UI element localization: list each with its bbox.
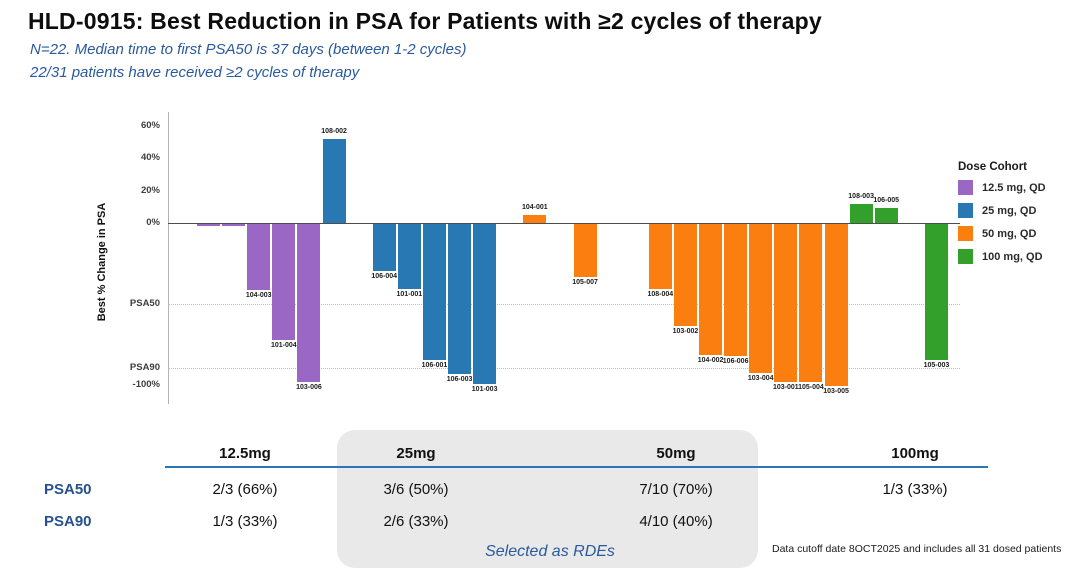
rde-note: Selected as RDEs: [485, 543, 615, 560]
patient-bar-106-001: [422, 224, 446, 360]
patient-bar-105-004: [799, 224, 823, 383]
y-tick-label: -100%: [132, 378, 160, 390]
table-col-header-12-5mg: 12.5mg: [219, 445, 271, 462]
subtitle-line-1: N=22. Median time to first PSA50 is 37 d…: [30, 41, 467, 58]
patient-bar-label: 105-003: [923, 361, 950, 369]
legend-title: Dose Cohort: [958, 161, 1027, 173]
patient-bar-101-004: [272, 224, 296, 341]
patient-bar-unlabeled: [197, 224, 221, 226]
patient-bar-104-003: [247, 224, 271, 291]
zero-baseline: [168, 223, 960, 224]
footnote: Data cutoff date 8OCT2025 and includes a…: [772, 543, 1062, 555]
patient-bar-label: 103-002: [672, 327, 699, 335]
page-title: HLD-0915: Best Reduction in PSA for Pati…: [28, 8, 822, 34]
plot-area: 60% 40% 20% 0% PSA50 PSA90 -100% 104-003 101-004…: [130, 112, 960, 404]
patient-bar-106-003: [448, 224, 472, 375]
patient-bar-label: 103-004: [747, 374, 774, 382]
legend: Dose Cohort 12.5 mg, QD 25 mg, QD 50 mg,…: [958, 161, 1078, 272]
table-cell-psa90-25mg: 2/6 (33%): [383, 513, 449, 530]
patient-bar-108-002: [322, 139, 346, 223]
table-row-header-psa90: PSA90: [44, 513, 92, 530]
table-cell-psa50-100mg: 1/3 (33%): [882, 481, 948, 498]
patient-bar-103-004: [749, 224, 773, 373]
patient-bar-101-001: [397, 224, 421, 289]
rde-highlight-panel: [337, 430, 758, 568]
legend-item: 50 mg, QD: [958, 226, 1078, 241]
table-cell-psa90-50mg: 4/10 (40%): [639, 513, 713, 530]
reference-gridline: [168, 303, 960, 305]
patient-bar-label: 103-005: [823, 387, 849, 395]
patient-bar-label: 105-007: [572, 279, 598, 287]
patient-bar-label: 101-001: [396, 290, 423, 298]
table-row-header-psa50: PSA50: [44, 481, 92, 498]
legend-swatch-100mg: [958, 249, 973, 264]
patient-bar-103-006: [297, 224, 321, 383]
legend-item: 12.5 mg, QD: [958, 180, 1078, 195]
patient-bar-103-005: [824, 224, 848, 386]
legend-label: 50 mg, QD: [982, 227, 1037, 240]
patient-bar-label: 106-005: [873, 197, 900, 205]
table-cell-psa90-12-5mg: 1/3 (33%): [212, 513, 278, 530]
patient-bar-label: 108-004: [647, 290, 674, 298]
patient-bar-label: 101-004: [270, 342, 297, 350]
table-cell-psa50-50mg: 7/10 (70%): [639, 481, 713, 498]
patient-bar-105-003: [924, 224, 948, 360]
legend-label: 100 mg, QD: [982, 250, 1043, 263]
legend-item: 100 mg, QD: [958, 249, 1078, 264]
patient-bar-106-006: [724, 224, 748, 357]
patient-bar-label: 103-006: [296, 384, 322, 392]
y-tick-label: 40%: [140, 152, 160, 164]
patient-bar-103-002: [673, 224, 697, 326]
patient-bar-label: 108-002: [321, 128, 347, 136]
y-axis-line: [168, 112, 169, 404]
legend-swatch-50mg: [958, 226, 973, 241]
patient-bar-label: 106-004: [371, 272, 398, 280]
header-underline: [165, 466, 988, 468]
subtitle-line-2: 22/31 patients have received ≥2 cycles o…: [30, 64, 360, 81]
table-col-header-50mg: 50mg: [656, 445, 696, 462]
patient-bar-101-003: [473, 224, 497, 384]
patient-bar-label: 106-003: [446, 376, 473, 384]
legend-label: 12.5 mg, QD: [982, 181, 1046, 194]
patient-bar-104-002: [699, 224, 723, 355]
legend-item: 25 mg, QD: [958, 203, 1078, 218]
legend-label: 25 mg, QD: [982, 204, 1037, 217]
patient-bar-label: 103-001: [772, 384, 799, 392]
patient-bar-unlabeled: [222, 224, 246, 226]
patient-bar-label: 104-001: [521, 203, 548, 211]
table-col-header-25mg: 25mg: [396, 445, 436, 462]
patient-bar-label: 101-003: [471, 385, 498, 393]
patient-bar-label: 104-002: [697, 356, 724, 364]
patient-bar-label: 106-001: [421, 361, 448, 369]
patient-bar-label: 106-006: [722, 358, 749, 366]
y-tick-label: 0%: [146, 217, 160, 228]
patient-bar-103-001: [774, 224, 798, 383]
legend-swatch-25mg: [958, 203, 973, 218]
y-tick-label: 20%: [140, 184, 160, 196]
patient-bar-105-007: [573, 224, 597, 278]
patient-bar-106-004: [372, 224, 396, 271]
patient-bar-104-001: [523, 214, 547, 223]
patient-bar-108-003: [849, 203, 873, 223]
legend-swatch-12-5mg: [958, 180, 973, 195]
patient-bar-108-004: [648, 224, 672, 289]
y-tick-label: 60%: [140, 120, 160, 132]
patient-bar-106-005: [874, 208, 898, 223]
table-cell-psa50-12-5mg: 2/3 (66%): [212, 481, 278, 498]
table-cell-psa50-25mg: 3/6 (50%): [383, 481, 449, 498]
table-col-header-100mg: 100mg: [891, 445, 939, 462]
patient-bar-label: 105-004: [798, 384, 824, 392]
patient-bar-label: 104-003: [245, 292, 272, 300]
reference-gridline: [168, 368, 960, 370]
y-tick-label: PSA50: [129, 297, 160, 309]
y-tick-label: PSA90: [129, 362, 160, 374]
patient-bar-label: 108-003: [848, 192, 874, 200]
